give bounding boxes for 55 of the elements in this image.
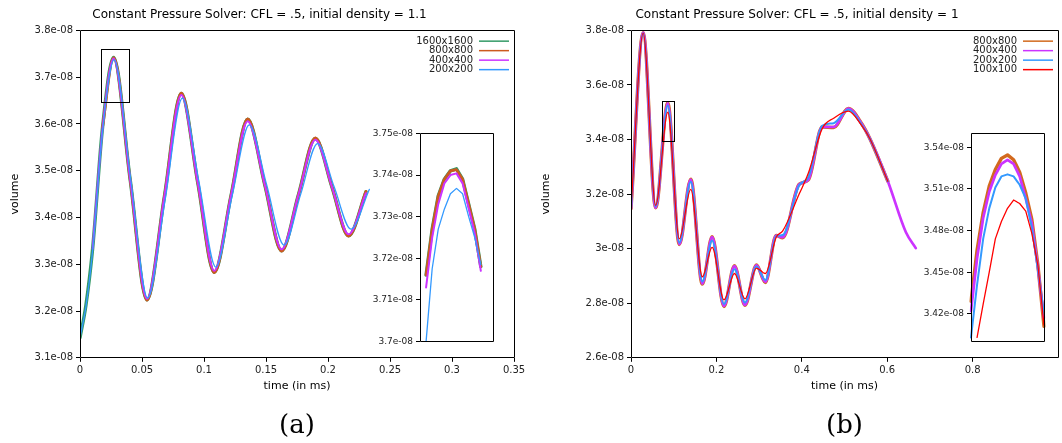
x-tick-label: 0 — [627, 364, 635, 376]
y-axis-title: volume — [8, 173, 22, 215]
y-tick-label: 3.7e-08 — [378, 335, 414, 346]
y-tick-label: 3.2e-08 — [34, 304, 73, 316]
text: (a) — [279, 409, 315, 439]
x-tick-label: 0.2 — [708, 364, 725, 376]
y-tick-label: 3.74e-08 — [372, 169, 414, 180]
y-tick-label: 3.1e-08 — [34, 351, 73, 363]
y-tick-label: 3.48e-08 — [923, 224, 965, 235]
x-tick-label: 0.25 — [378, 364, 402, 376]
chart-title: Constant Pressure Solver: CFL = .5, initial density = 1 — [635, 7, 959, 22]
legend-label: 1600x1600 — [416, 34, 473, 46]
y-tick-label: 3.71e-08 — [372, 294, 414, 305]
y-tick-label: 3.5e-08 — [34, 164, 73, 176]
x-tick-label: 0.4 — [793, 364, 810, 376]
legend-label: 800x800 — [972, 34, 1017, 46]
legend-label: 800x800 — [428, 44, 473, 56]
y-tick-label: 3.7e-08 — [34, 70, 73, 82]
y-tick-label: 3.6e-08 — [34, 117, 73, 129]
y-tick-label: 3.45e-08 — [923, 266, 965, 277]
x-tick-label: 0.3 — [444, 364, 460, 376]
legend-label: 200x200 — [972, 53, 1017, 65]
x-axis-title: time (in ms) — [263, 379, 331, 393]
y-tick-label: 3.8e-08 — [34, 23, 73, 35]
y-tick-label: 3.6e-08 — [585, 78, 624, 90]
legend-label: 100x100 — [972, 63, 1017, 75]
y-tick-label: 3.42e-08 — [923, 308, 965, 319]
y-tick-label: 3e-08 — [595, 242, 624, 254]
y-tick-label: 2.8e-08 — [585, 296, 624, 308]
legend-label: 400x400 — [972, 44, 1017, 56]
y-tick-label: 2.6e-08 — [585, 351, 624, 363]
x-tick-label: 0.15 — [254, 364, 278, 376]
y-tick-label: 3.51e-08 — [923, 183, 965, 194]
y-tick-label: 3.75e-08 — [372, 127, 414, 138]
y-tick-label: 3.8e-08 — [585, 23, 624, 35]
y-tick-label: 3.4e-08 — [34, 211, 73, 223]
y-tick-label: 3.3e-08 — [34, 257, 73, 269]
y-tick-label: 3.2e-08 — [585, 187, 624, 199]
x-tick-label: 0.8 — [964, 364, 981, 376]
x-tick-label: 0 — [76, 364, 84, 376]
y-tick-label: 3.73e-08 — [372, 211, 414, 222]
text: (b) — [826, 409, 863, 439]
y-tick-label: 3.72e-08 — [372, 252, 414, 263]
x-tick-label: 0.1 — [196, 364, 212, 376]
x-tick-label: 0.6 — [879, 364, 896, 376]
x-axis-title: time (in ms) — [811, 379, 878, 393]
legend-label: 200x200 — [428, 63, 473, 75]
x-tick-label: 0.35 — [502, 364, 526, 376]
x-tick-label: 0.2 — [320, 364, 336, 376]
legend-label: 400x400 — [428, 53, 473, 65]
chart-title: Constant Pressure Solver: CFL = .5, initial density = 1.1 — [92, 7, 427, 22]
y-axis-title: volume — [539, 173, 553, 215]
x-tick-label: 0.05 — [130, 364, 154, 376]
y-tick-label: 3.54e-08 — [923, 141, 965, 152]
y-tick-label: 3.4e-08 — [585, 133, 624, 145]
